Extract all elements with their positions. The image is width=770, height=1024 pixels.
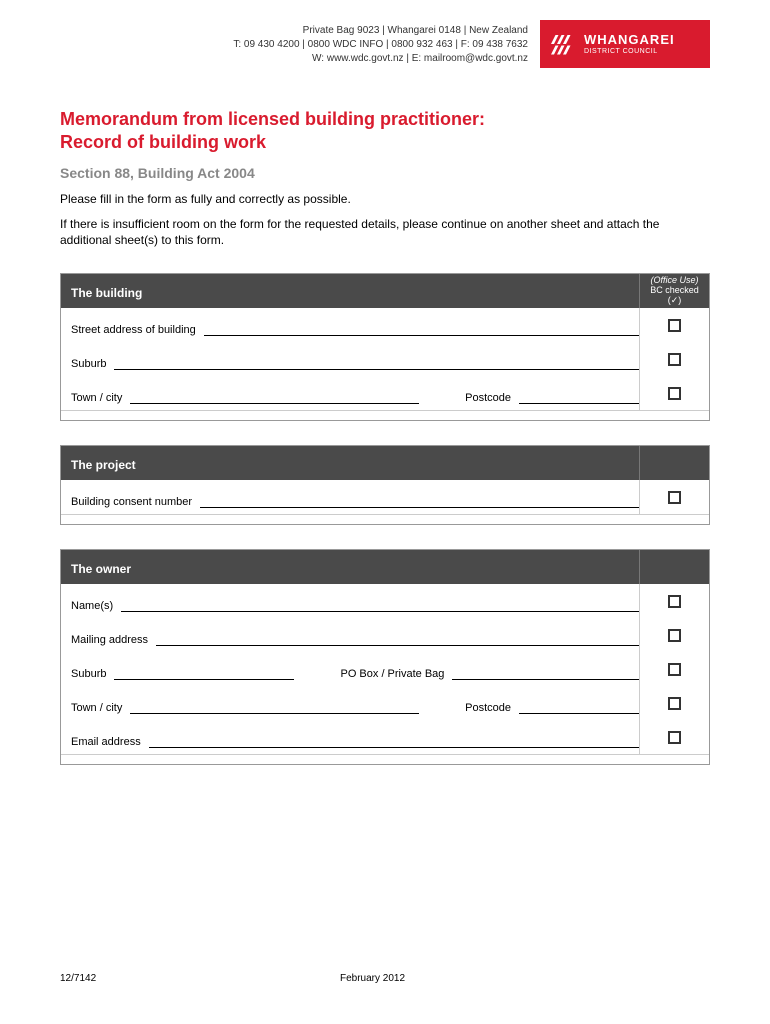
section-project: The project Building consent number xyxy=(60,445,710,525)
contact-line-3: W: www.wdc.govt.nz | E: mailroom@wdc.gov… xyxy=(233,52,528,66)
logo: WHANGAREI DISTRICT COUNCIL xyxy=(540,20,710,68)
row-suburb-b: Suburb xyxy=(61,342,709,376)
row-names: Name(s) xyxy=(61,584,709,618)
row-content-email: Email address xyxy=(71,726,639,748)
row-content-town-o: Town / city Postcode xyxy=(71,692,639,714)
check-cell-suburb-o xyxy=(639,652,709,686)
check-cell-town-b xyxy=(639,376,709,410)
section-title-owner: The owner xyxy=(61,550,639,584)
footer-date: February 2012 xyxy=(260,973,710,984)
check-cell-suburb-b xyxy=(639,342,709,376)
input-town-o[interactable] xyxy=(130,700,419,714)
office-use-l3: (✓) xyxy=(642,296,707,306)
check-cell-mailing xyxy=(639,618,709,652)
check-cell-names xyxy=(639,584,709,618)
check-cell-street xyxy=(639,308,709,342)
office-use-spacer-owner xyxy=(639,550,709,584)
office-use-spacer-project xyxy=(639,446,709,480)
thin-row-project xyxy=(61,514,709,524)
checkbox-names[interactable] xyxy=(668,595,681,608)
input-suburb-o[interactable] xyxy=(114,666,294,680)
check-cell-consent xyxy=(639,480,709,514)
checkbox-town-b[interactable] xyxy=(668,387,681,400)
title-line-2: Record of building work xyxy=(60,131,710,154)
check-cell-email xyxy=(639,720,709,754)
row-street: Street address of building xyxy=(61,308,709,342)
input-consent[interactable] xyxy=(200,494,639,508)
section-building: The building (Office Use) BC checked (✓)… xyxy=(60,273,710,421)
row-content-mailing: Mailing address xyxy=(71,624,639,646)
contact-line-1: Private Bag 9023 | Whangarei 0148 | New … xyxy=(233,24,528,38)
input-street[interactable] xyxy=(204,322,639,336)
row-suburb-o: Suburb PO Box / Private Bag xyxy=(61,652,709,686)
contact-line-2: T: 09 430 4200 | 0800 WDC INFO | 0800 93… xyxy=(233,38,528,52)
intro-2: If there is insufficient room on the for… xyxy=(60,216,710,250)
section-body-building: Street address of building Suburb To xyxy=(61,308,709,420)
intro-1: Please fill in the form as fully and cor… xyxy=(60,191,710,208)
row-email: Email address xyxy=(61,720,709,754)
section-header-building: The building (Office Use) BC checked (✓) xyxy=(61,274,709,308)
checkbox-mailing[interactable] xyxy=(668,629,681,642)
input-mailing[interactable] xyxy=(156,632,639,646)
section-body-owner: Name(s) Mailing address Suburb xyxy=(61,584,709,764)
checkbox-suburb-o[interactable] xyxy=(668,663,681,676)
label-town-b: Town / city xyxy=(71,392,122,404)
label-street: Street address of building xyxy=(71,324,196,336)
footer-ref: 12/7142 xyxy=(60,973,260,984)
logo-text: WHANGAREI DISTRICT COUNCIL xyxy=(584,33,675,55)
thin-row-building xyxy=(61,410,709,420)
label-consent: Building consent number xyxy=(71,496,192,508)
label-mailing: Mailing address xyxy=(71,634,148,646)
subtitle: Section 88, Building Act 2004 xyxy=(60,165,710,181)
logo-sub-text: DISTRICT COUNCIL xyxy=(584,48,675,55)
input-town-b[interactable] xyxy=(130,390,419,404)
section-owner: The owner Name(s) Mailing address xyxy=(60,549,710,765)
office-use-header: (Office Use) BC checked (✓) xyxy=(639,274,709,308)
section-title-building: The building xyxy=(61,274,639,308)
label-names: Name(s) xyxy=(71,600,113,612)
input-pobox[interactable] xyxy=(452,666,639,680)
section-header-owner: The owner xyxy=(61,550,709,584)
row-mailing: Mailing address xyxy=(61,618,709,652)
header: Private Bag 9023 | Whangarei 0148 | New … xyxy=(60,20,710,68)
row-content-suburb-o: Suburb PO Box / Private Bag xyxy=(71,658,639,680)
row-content-town-b: Town / city Postcode xyxy=(71,382,639,404)
label-town-o: Town / city xyxy=(71,702,122,714)
row-town-b: Town / city Postcode xyxy=(61,376,709,410)
row-content-street: Street address of building xyxy=(71,314,639,336)
row-content-suburb-b: Suburb xyxy=(71,348,639,370)
input-postcode-o[interactable] xyxy=(519,700,639,714)
label-email: Email address xyxy=(71,736,141,748)
contact-block: Private Bag 9023 | Whangarei 0148 | New … xyxy=(233,20,528,66)
label-pobox: PO Box / Private Bag xyxy=(340,668,444,680)
label-suburb-b: Suburb xyxy=(71,358,106,370)
input-names[interactable] xyxy=(121,598,639,612)
input-postcode-b[interactable] xyxy=(519,390,639,404)
logo-icon xyxy=(548,29,578,59)
section-title-project: The project xyxy=(61,446,639,480)
row-content-names: Name(s) xyxy=(71,590,639,612)
input-email[interactable] xyxy=(149,734,639,748)
row-consent: Building consent number xyxy=(61,480,709,514)
row-content-consent: Building consent number xyxy=(71,486,639,508)
page: Private Bag 9023 | Whangarei 0148 | New … xyxy=(0,0,770,1024)
checkbox-town-o[interactable] xyxy=(668,697,681,710)
logo-main-text: WHANGAREI xyxy=(584,33,675,46)
thin-row-owner xyxy=(61,754,709,764)
page-title: Memorandum from licensed building practi… xyxy=(60,108,710,155)
title-line-1: Memorandum from licensed building practi… xyxy=(60,108,710,131)
input-suburb-b[interactable] xyxy=(114,356,639,370)
label-postcode-b: Postcode xyxy=(465,392,511,404)
footer: 12/7142 February 2012 xyxy=(60,973,710,984)
section-body-project: Building consent number xyxy=(61,480,709,524)
check-cell-town-o xyxy=(639,686,709,720)
section-header-project: The project xyxy=(61,446,709,480)
checkbox-email[interactable] xyxy=(668,731,681,744)
checkbox-suburb-b[interactable] xyxy=(668,353,681,366)
checkbox-street[interactable] xyxy=(668,319,681,332)
label-postcode-o: Postcode xyxy=(465,702,511,714)
row-town-o: Town / city Postcode xyxy=(61,686,709,720)
checkbox-consent[interactable] xyxy=(668,491,681,504)
label-suburb-o: Suburb xyxy=(71,668,106,680)
